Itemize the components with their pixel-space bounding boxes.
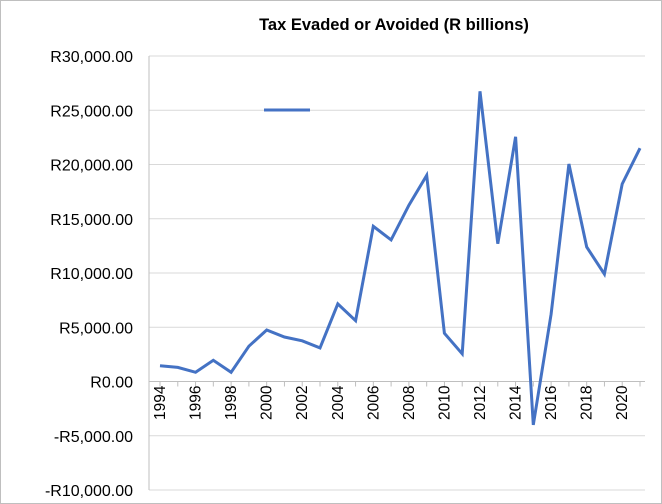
x-tick-label: 2000: [259, 385, 276, 420]
y-tick-label: R30,000.00: [50, 49, 133, 66]
y-tick-label: R15,000.00: [50, 212, 133, 229]
series-line: [159, 91, 642, 426]
y-tick-label: R5,000.00: [59, 320, 133, 337]
x-tick-label: 2006: [365, 386, 382, 420]
x-tick-label: 2010: [436, 385, 453, 420]
y-tick-label: R10,000.00: [50, 266, 133, 283]
x-tick-label: 1998: [223, 386, 240, 420]
y-axis-tick-labels: R30,000.00 R25,000.00 R20,000.00 R15,000.00…: [45, 49, 133, 500]
y-tick-label: R0.00: [90, 375, 133, 392]
x-tick-label: 2008: [401, 386, 418, 420]
x-tick-label: 2002: [294, 386, 311, 420]
y-tick-label: -R5,000.00: [54, 429, 133, 446]
x-axis: [149, 381, 645, 387]
x-tick-label: 1996: [188, 386, 205, 420]
y-tick-label: -R10,000.00: [45, 483, 133, 500]
gridlines: [148, 55, 645, 491]
x-tick-label: 2018: [579, 386, 596, 420]
x-tick-label: 2012: [472, 386, 489, 420]
x-tick-label: 1994: [152, 385, 169, 420]
x-tick-label: 2020: [614, 385, 631, 420]
y-tick-label: R20,000.00: [50, 158, 133, 175]
x-tick-label: 2016: [543, 386, 560, 420]
chart-title: Tax Evaded or Avoided (R billions): [259, 16, 529, 34]
x-tick-label: 2004: [330, 385, 347, 420]
series-group: [159, 91, 642, 426]
x-tick-label: 2014: [508, 385, 525, 420]
x-axis-tick-labels: 1994 1996 1998 2000 2002 2004 2006 2008 2010 2012…: [152, 385, 631, 420]
y-tick-label: R25,000.00: [50, 103, 133, 120]
